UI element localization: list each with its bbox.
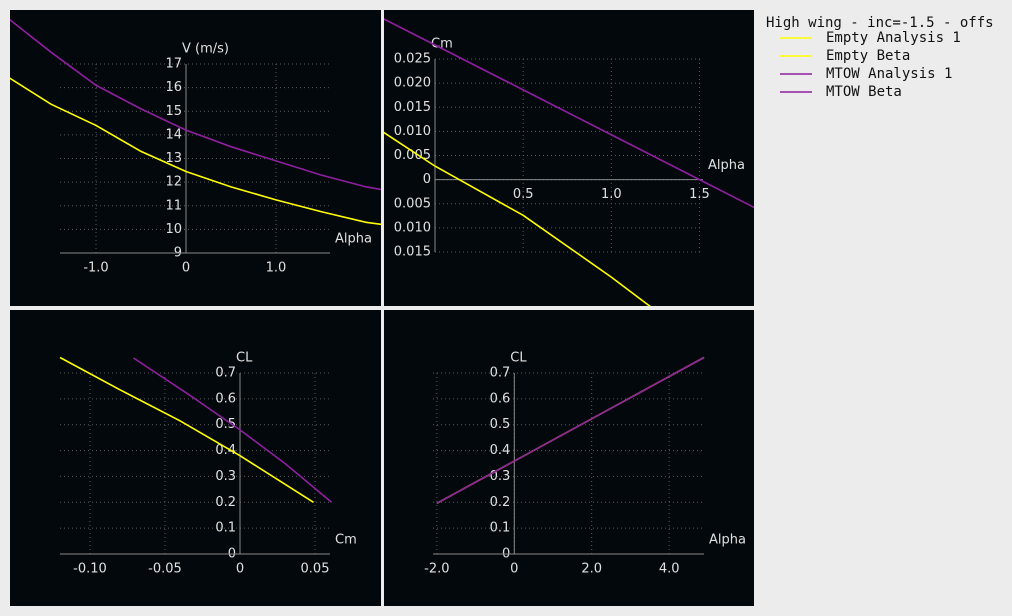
y-tick-label: 0.7 [490,366,511,381]
x-tick-label: 0 [236,562,244,577]
x-tick-label: 1.0 [266,261,287,276]
y-axis-label: V (m/s) [182,42,229,57]
x-tick-label: 1.0 [601,187,622,202]
x-tick-label: 0 [510,562,518,577]
y-tick-label: 13 [165,151,182,166]
series-line [436,356,705,505]
y-tick-label: 0.015 [394,100,431,115]
x-tick-label: 0 [182,261,190,276]
y-tick-label: 16 [165,80,182,95]
y-tick-label: 0.6 [490,391,511,406]
y-tick-label: 0.4 [215,443,236,458]
y-tick-label: 0.5 [215,417,236,432]
legend-label: Empty Analysis 1 [826,30,961,46]
series-line [384,131,651,306]
legend-label: Empty Beta [826,48,910,64]
x-tick-label: 2.0 [581,562,602,577]
y-tick-label: 0.4 [490,443,511,458]
y-tick-label: 0.3 [490,469,511,484]
x-tick-label: 4.0 [659,562,680,577]
panel-background [384,310,754,606]
y-tick-label: 0.1 [215,521,236,536]
chart-panel: 00.10.20.30.40.50.60.7-0.10 -0.05 0 0.05CLC… [10,310,381,606]
x-tick-label: 0.05 [301,562,330,577]
y-tick-label: 0.015 [394,245,431,260]
x-axis-label: Alpha [708,158,745,173]
legend-label: MTOW Beta [826,84,902,100]
x-tick-label: 1.5 [689,187,710,202]
series-line [10,18,381,191]
x-tick-label: -2.0 [424,562,449,577]
y-axis-label: Cm [431,37,453,52]
x-tick-label: 0.5 [513,187,534,202]
y-tick-label: 0.3 [215,469,236,484]
y-tick-label: 0.005 [394,148,431,163]
y-tick-label: 15 [165,104,182,119]
y-tick-label: 0.6 [215,391,236,406]
y-tick-label: 0.010 [394,124,431,139]
series-line [133,357,333,503]
y-axis-label: CL [236,351,253,366]
y-tick-label: 0 [423,172,431,187]
panel-background [10,10,381,306]
panel-background [10,310,381,606]
x-axis-label: Alpha [709,533,746,548]
y-tick-label: 0.7 [215,366,236,381]
y-tick-label: 0.025 [394,52,431,67]
y-tick-label: 12 [165,175,182,190]
legend-title: High wing - inc=-1.5 - offs [766,15,994,31]
legend-label: MTOW Analysis 1 [826,66,952,82]
y-tick-label: 0.2 [490,495,511,510]
x-axis-label: Cm [335,533,357,548]
x-axis-label: Alpha [335,232,372,247]
series-line [384,18,754,209]
y-tick-label: 0.020 [394,76,431,91]
chart-panel: 0.015 0.010 0.005 0 0.005 0.010 0.015 0.020 0.02… [384,10,754,306]
x-tick-label: -1.0 [83,261,108,276]
series-line [59,356,314,503]
y-tick-label: 0.5 [490,417,511,432]
y-tick-label: 17 [165,57,182,72]
panel-background [384,10,754,306]
y-tick-label: 14 [165,127,182,142]
y-tick-label: 0.1 [490,521,511,536]
y-tick-label: 10 [165,222,182,237]
y-tick-label: 0.2 [215,495,236,510]
y-tick-label: 0.010 [394,220,431,235]
series-line [10,77,381,226]
x-tick-label: -0.10 [73,562,107,577]
y-axis-label: CL [510,351,527,366]
y-tick-label: 0.005 [394,196,431,211]
x-tick-label: -0.05 [148,562,182,577]
legend: High wing - inc=-1.5 - offs Empty Analys… [766,15,994,100]
y-tick-label: 11 [165,198,182,213]
